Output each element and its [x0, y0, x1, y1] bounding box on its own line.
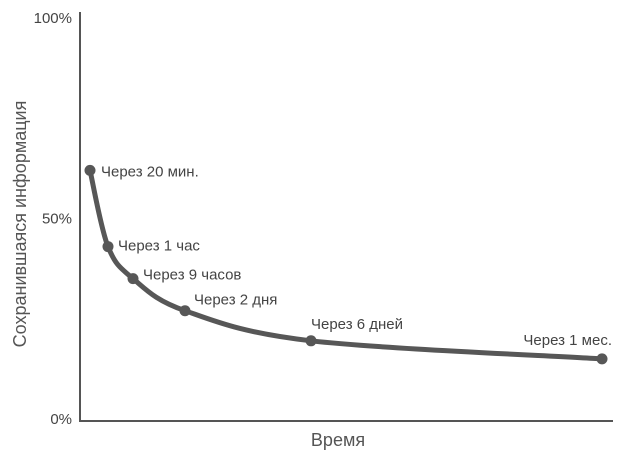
y-tick-label: 50% — [42, 211, 72, 228]
y-tick-label: 0% — [50, 411, 72, 428]
x-axis-title: Время — [311, 430, 365, 450]
data-point-label: Через 2 дня — [194, 292, 277, 309]
data-point — [84, 164, 96, 176]
y-tick-labels: 0% 50% 100% — [34, 10, 72, 428]
data-point — [102, 241, 114, 253]
data-point — [596, 353, 608, 365]
data-point — [305, 335, 317, 347]
data-point — [127, 273, 139, 285]
data-point-label: Через 1 мес. — [523, 332, 612, 349]
axes — [79, 12, 613, 422]
data-points — [84, 164, 608, 365]
data-point-labels: Через 20 мин. Через 1 час Через 9 часов Чер… — [101, 163, 612, 348]
y-tick-label: 100% — [34, 10, 72, 27]
data-point-label: Через 9 часов — [143, 267, 241, 284]
data-point-label: Через 6 дней — [311, 316, 403, 333]
y-axis-title: Сохранившаяся информация — [10, 101, 30, 348]
data-point-label: Через 1 час — [118, 238, 200, 255]
data-point-label: Через 20 мин. — [101, 163, 199, 180]
data-point — [179, 305, 191, 317]
